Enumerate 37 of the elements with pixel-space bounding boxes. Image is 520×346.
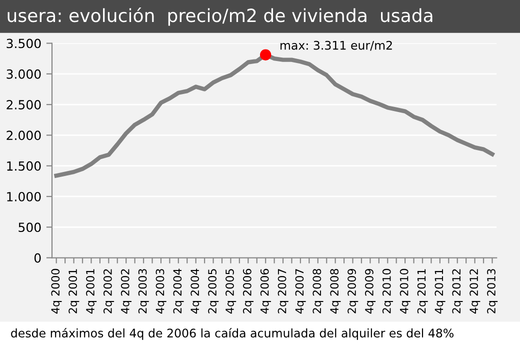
x-tick-label: 4q 2001 — [86, 269, 97, 314]
x-tick-label: 4q 2000 — [51, 268, 62, 314]
x-tick-label: 2q 2009 — [348, 268, 358, 314]
y-tick-label: 1.000 — [7, 192, 41, 202]
x-tick-label: 2q 2005 — [208, 269, 219, 314]
y-tick-label: 2.500 — [6, 100, 41, 110]
x-tick-label: 4q 2007 — [295, 269, 306, 314]
annotation: max: 3.311 eur/m2 — [280, 40, 392, 51]
x-tick-label: 2q 2012 — [452, 269, 463, 314]
x-tick-label: 2q 2001 — [68, 269, 80, 314]
x-tick-label: 2q 2013 — [487, 269, 498, 314]
y-tick-label: 500 — [18, 222, 41, 232]
y-tick-label: 3.000 — [6, 69, 41, 79]
x-tick-label: 4q 2004 — [190, 268, 202, 314]
x-tick-label: 2q 2004 — [173, 268, 184, 314]
x-tick-label: 4q 2006 — [260, 268, 271, 314]
x-tick-label: 2q 2002 — [103, 269, 114, 314]
y-tick-label: 2.000 — [6, 130, 41, 140]
x-tick-label: 4q 2011 — [434, 269, 446, 314]
y-tick-label: 0 — [34, 253, 41, 263]
x-tick-label: 2q 2006 — [242, 268, 254, 314]
x-tick-label: 2q 2011 — [417, 269, 428, 314]
x-tick-label: 2q 2007 — [278, 269, 288, 314]
x-tick-label: 2q 2003 — [138, 269, 149, 314]
chart-title: usera: evolución precio/m2 de vivienda usada — [8, 8, 432, 26]
x-tick-label: 4q 2005 — [226, 269, 236, 314]
y-tick-label: 1.500 — [7, 161, 41, 171]
x-tick-label: 4q 2002 — [120, 269, 132, 314]
x-tick-label: 4q 2009 — [365, 268, 376, 314]
x-tick-label: 2q 2008 — [312, 268, 324, 314]
text: desde máximos del 4q de 2006 la caída acumulada del alquiler es del 48% — [11, 328, 454, 340]
x-tick-label: 2q 2010 — [382, 268, 394, 314]
x-tick-label: 4q 2003 — [156, 269, 166, 314]
y-tick-label: 3.500 — [6, 38, 41, 48]
x-tick-label: 4q 2012 — [470, 269, 480, 314]
x-tick-label: 4q 2008 — [330, 268, 341, 314]
x-tick-label: 4q 2010 — [400, 268, 410, 314]
